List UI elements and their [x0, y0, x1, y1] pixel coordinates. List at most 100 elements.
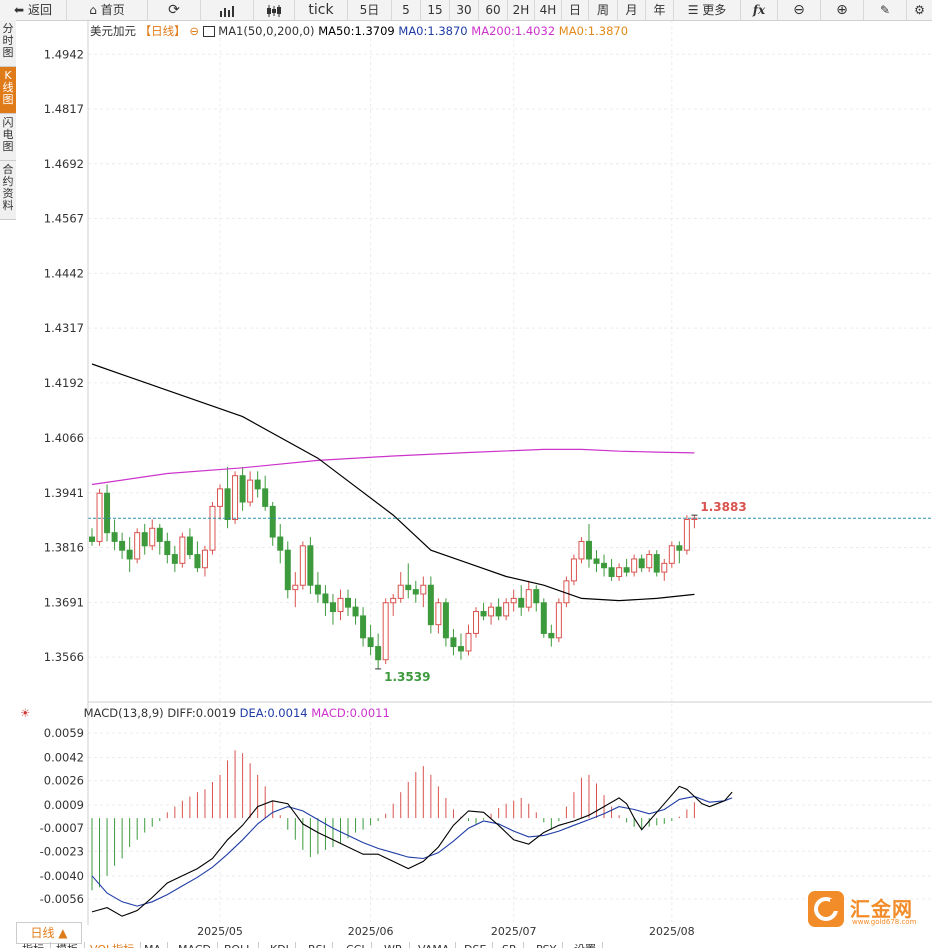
candle-down[interactable] [533, 589, 540, 604]
candle-up[interactable] [247, 479, 254, 503]
candle-down[interactable] [262, 488, 269, 507]
candle-down[interactable] [540, 602, 547, 634]
candle-up[interactable] [232, 475, 239, 521]
indicator-tab[interactable]: KDJ [264, 942, 296, 948]
candle-down[interactable] [314, 584, 321, 595]
settings-button[interactable]: ⚙ [907, 0, 932, 20]
candle-down[interactable] [345, 597, 352, 608]
candle-down[interactable] [224, 488, 231, 521]
indicator-tab[interactable]: RSI [302, 942, 333, 948]
candle-down[interactable] [367, 637, 374, 648]
candle-up[interactable] [217, 488, 224, 507]
candle-up[interactable] [473, 611, 480, 634]
indicator-tab[interactable]: 设置 [568, 942, 603, 948]
tick-button[interactable]: tick [295, 0, 348, 20]
candle-up[interactable] [578, 540, 585, 560]
candle-up[interactable] [179, 536, 186, 564]
period-month[interactable]: 月 [618, 0, 646, 20]
period-year[interactable]: 年 [646, 0, 674, 20]
candle-down[interactable] [307, 545, 314, 586]
candle-down[interactable] [186, 536, 193, 556]
period-5m[interactable]: 5 [392, 0, 421, 20]
candle-up[interactable] [668, 545, 675, 564]
zoom-in-button[interactable]: ⊕ [821, 0, 864, 20]
macd-plot[interactable] [91, 750, 733, 917]
formula-button[interactable]: fx [741, 0, 778, 20]
indicator-settings-icon[interactable] [202, 26, 215, 37]
candle-up[interactable] [616, 567, 623, 577]
candle-down[interactable] [405, 584, 412, 591]
indicator-tab[interactable]: VAMA [412, 942, 457, 948]
indicator-tab[interactable]: BOLL [218, 942, 260, 948]
candle-up[interactable] [563, 580, 570, 604]
more-button[interactable]: ☰ 更多 [674, 0, 741, 20]
candle-up[interactable] [390, 597, 397, 604]
candle-down[interactable] [126, 549, 133, 560]
candle-down[interactable] [450, 637, 457, 648]
candle-down[interactable] [457, 646, 464, 652]
refresh-button[interactable]: ⟳ [148, 0, 201, 20]
candle-down[interactable] [322, 593, 329, 604]
indicator-tab[interactable]: MA [138, 942, 169, 948]
candle-up[interactable] [488, 606, 495, 617]
candle-up[interactable] [292, 584, 299, 591]
candle-down[interactable] [171, 554, 178, 564]
tab-kline[interactable]: K线图 [0, 67, 16, 114]
candlestick-button[interactable] [254, 0, 295, 20]
candle-down[interactable] [360, 615, 367, 639]
tab-flash[interactable]: 闪电图 [0, 114, 16, 161]
candle-down[interactable] [585, 540, 592, 560]
candle-down[interactable] [427, 584, 434, 626]
candle-down[interactable] [277, 536, 284, 551]
period-indicator[interactable]: 日线 ▲ [16, 922, 82, 944]
candle-down[interactable] [141, 532, 148, 547]
indicator-tab[interactable]: PSY [530, 942, 564, 948]
indicator-tab[interactable]: VOL指标 [84, 942, 142, 948]
candle-down[interactable] [104, 492, 111, 534]
candle-down[interactable] [156, 527, 163, 542]
indicator-tab[interactable]: CCI [340, 942, 372, 948]
candle-down[interactable] [119, 540, 126, 551]
period-60m[interactable]: 60 [479, 0, 508, 20]
period-15m[interactable]: 15 [421, 0, 450, 20]
candle-up[interactable] [134, 532, 141, 560]
candle-up[interactable] [209, 505, 216, 551]
candle-up[interactable] [555, 602, 562, 639]
candle-up[interactable] [435, 602, 442, 626]
candle-up[interactable] [525, 589, 532, 608]
bar-chart-button[interactable] [201, 0, 254, 20]
candle-up[interactable] [397, 584, 404, 599]
candle-down[interactable] [593, 558, 600, 564]
collapse-icon[interactable]: ⊖ [189, 24, 199, 38]
candle-up[interactable] [465, 632, 472, 652]
candle-up[interactable] [299, 545, 306, 586]
candle-down[interactable] [164, 540, 171, 556]
home-button[interactable]: ⌂ 首页 [67, 0, 148, 20]
period-day[interactable]: 日 [562, 0, 589, 20]
candle-down[interactable] [111, 532, 118, 542]
candle-down[interactable] [284, 549, 291, 591]
candle-down[interactable] [89, 536, 95, 542]
candle-down[interactable] [375, 646, 382, 661]
tab-time-sharing[interactable]: 分时图 [0, 20, 16, 67]
candle-down[interactable] [194, 554, 201, 569]
candle-up[interactable] [96, 492, 103, 542]
period-5d[interactable]: 5日 [348, 0, 392, 20]
indicator-tab[interactable]: SR [496, 942, 524, 948]
candle-up[interactable] [570, 558, 577, 582]
draw-button[interactable]: ✎ [864, 0, 907, 20]
candle-down[interactable] [495, 606, 502, 617]
candle-down[interactable] [254, 479, 261, 490]
candle-down[interactable] [480, 611, 487, 617]
indicator-tab[interactable]: 模板 [50, 942, 85, 948]
price-plot[interactable]: 1.3883 1.3539 [88, 363, 932, 684]
candle-up[interactable] [201, 549, 208, 569]
period-2h[interactable]: 2H [508, 0, 535, 20]
candle-down[interactable] [623, 567, 630, 573]
indicator-tab[interactable]: DSE [458, 942, 494, 948]
candle-down[interactable] [601, 562, 608, 569]
indicator-tab[interactable]: WR [378, 942, 410, 948]
candle-down[interactable] [352, 606, 359, 617]
candle-up[interactable] [631, 558, 638, 573]
candle-down[interactable] [442, 602, 449, 639]
